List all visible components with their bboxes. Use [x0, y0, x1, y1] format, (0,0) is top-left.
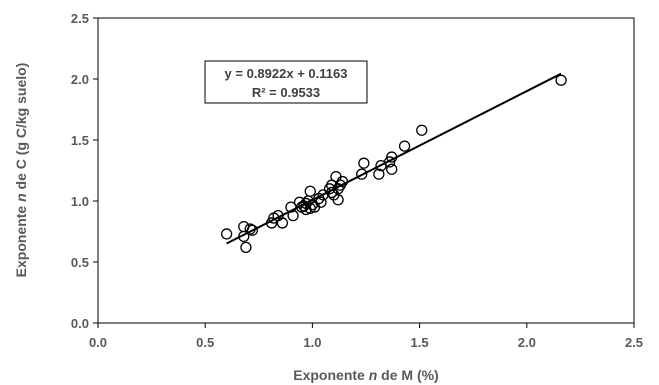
x-axis-title-suffix: de M (%): [377, 367, 438, 383]
x-axis-ticks: 0.0 0.5 1.0 1.5 2.0 2.5: [89, 323, 643, 350]
data-point: [304, 185, 316, 197]
y-tick-label: 0.5: [71, 255, 89, 270]
data-point: [356, 168, 368, 180]
trendline: [226, 72, 562, 245]
data-point: [358, 157, 370, 169]
x-tick-label: 2.0: [518, 335, 536, 350]
y-axis-title-suffix: de C (g C/kg suelo): [13, 63, 29, 194]
y-tick-label: 2.0: [71, 72, 89, 87]
data-point: [276, 217, 289, 229]
x-tick-label: 0.5: [196, 335, 214, 350]
data-point: [373, 168, 385, 180]
x-axis-title: Exponente n de M (%): [293, 367, 438, 383]
data-point: [240, 241, 252, 254]
data-point: [383, 156, 396, 168]
y-tick-label: 1.0: [71, 194, 89, 209]
data-point: [246, 224, 259, 236]
x-tick-label: 2.5: [625, 335, 643, 350]
data-point: [315, 196, 327, 208]
data-point: [386, 163, 398, 175]
y-axis-title: Exponente n de C (g C/kg suelo): [13, 63, 29, 278]
x-axis-title-variable: n: [369, 367, 378, 383]
x-tick-label: 0.0: [89, 335, 107, 350]
data-point: [317, 189, 329, 201]
trendline-equation: y = 0.8922x + 0.1163: [225, 66, 348, 81]
data-point: [285, 201, 297, 213]
data-point: [220, 228, 233, 240]
x-tick-label: 1.5: [411, 335, 429, 350]
data-point: [416, 124, 428, 136]
data-point: [555, 74, 567, 86]
y-axis-title-prefix: Exponente: [13, 202, 29, 277]
data-point: [332, 194, 344, 206]
r-squared-label: R² = 0.9533: [252, 85, 320, 100]
y-axis-ticks: 0.0 0.5 1.0 1.5 2.0 2.5: [71, 11, 98, 331]
y-axis-title-variable: n: [13, 193, 29, 202]
y-tick-label: 2.5: [71, 11, 89, 26]
x-axis-title-prefix: Exponente: [293, 367, 368, 383]
equation-box: y = 0.8922x + 0.1163 R² = 0.9533: [204, 60, 368, 104]
y-tick-label: 1.5: [71, 133, 89, 148]
y-tick-label: 0.0: [71, 316, 89, 331]
data-point: [398, 140, 411, 152]
x-tick-label: 1.0: [303, 335, 321, 350]
